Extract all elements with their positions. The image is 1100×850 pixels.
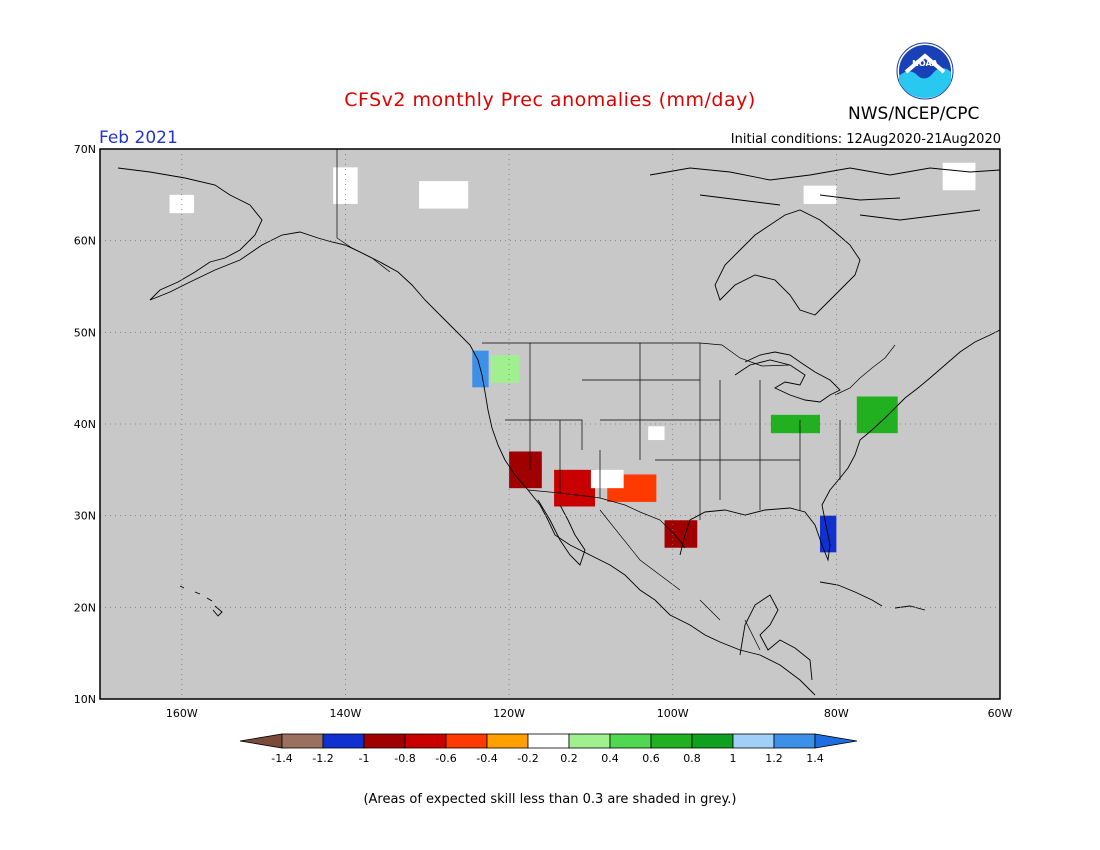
- colorbar-swatch: [691, 733, 734, 749]
- grid-layer: [100, 149, 1000, 699]
- lon-label: 120W: [493, 707, 525, 720]
- noaa-logo-text: NOAA: [912, 59, 938, 68]
- colorbar-swatch: [527, 733, 570, 749]
- gulf-east-coast: [679, 329, 1001, 562]
- yucatan-coast: [739, 594, 813, 681]
- colorbar-label: 1.2: [765, 752, 783, 765]
- lon-label: 100W: [657, 707, 689, 720]
- colorbar-label: 0.4: [601, 752, 619, 765]
- colorbar: -1.4 -1.2 -1 -0.8 -0.6 -0.4 -0.2 0.2 0.4 0.6 0.8 1 1…: [239, 733, 858, 765]
- colorbar-left-arrow: [239, 733, 283, 749]
- lon-axis: 160W 140W 120W 100W 80W 60W: [166, 707, 1013, 720]
- colorbar-label: 0.6: [642, 752, 660, 765]
- near-zero-patch: [419, 181, 469, 209]
- anomaly-region: [856, 396, 898, 434]
- us-canada-border: [482, 342, 896, 396]
- lat-label: 40N: [74, 418, 96, 431]
- map-frame: [99, 148, 1001, 700]
- arctic-islands: [649, 167, 1001, 221]
- lat-label: 30N: [74, 510, 96, 523]
- forecast-month: Feb 2021: [99, 128, 178, 148]
- border-layer: [336, 149, 896, 651]
- coastline-layer: [117, 167, 1001, 696]
- alaska-canada-border: [336, 149, 391, 273]
- near-zero-patch: [803, 185, 837, 204]
- anomaly-layer: [169, 162, 976, 553]
- hudson-bay-coast: [714, 209, 861, 316]
- colorbar-swatch: [363, 733, 406, 749]
- colorbar-label: 1.4: [806, 752, 824, 765]
- colorbar-label: -0.2: [517, 752, 538, 765]
- lon-label: 80W: [824, 707, 849, 720]
- colorbar-swatch: [486, 733, 529, 749]
- colorbar-swatch: [609, 733, 652, 749]
- lon-label: 160W: [166, 707, 198, 720]
- colorbar-label: -0.8: [394, 752, 415, 765]
- colorbar-label: -1.2: [312, 752, 333, 765]
- anomaly-region: [664, 520, 698, 548]
- anomaly-region: [509, 451, 542, 489]
- colorbar-right-arrow: [814, 733, 858, 749]
- lon-label: 140W: [330, 707, 362, 720]
- agency-label: NWS/NCEP/CPC: [848, 104, 980, 124]
- colorbar-label: -0.4: [476, 752, 497, 765]
- colorbar-swatch: [404, 733, 447, 749]
- colorbar-swatch: [281, 733, 324, 749]
- colorbar-label: -1.4: [271, 752, 292, 765]
- us-mexico-border: [527, 489, 686, 549]
- hawaii-islands: [179, 585, 223, 617]
- lat-label: 50N: [74, 326, 96, 339]
- noaa-logo: NOAA: [896, 42, 954, 100]
- baja-coast: [537, 499, 586, 566]
- colorbar-label: 1: [730, 752, 737, 765]
- lat-label: 70N: [74, 143, 96, 156]
- lat-label: 20N: [74, 601, 96, 614]
- colorbar-label: -0.6: [435, 752, 456, 765]
- near-zero-patch: [590, 469, 624, 489]
- lat-axis: 70N 60N 50N 40N 30N 20N 10N: [74, 143, 96, 706]
- colorbar-swatch: [445, 733, 488, 749]
- anomaly-region: [554, 469, 595, 507]
- near-zero-patch: [942, 162, 976, 191]
- footnote: (Areas of expected skill less than 0.3 a…: [363, 792, 737, 807]
- colorbar-swatch: [322, 733, 365, 749]
- colorbar-swatch: [650, 733, 693, 749]
- colorbar-swatch: [773, 733, 816, 749]
- lat-label: 10N: [74, 693, 96, 706]
- great-lakes: [734, 351, 841, 403]
- colorbar-label: 0.8: [683, 752, 701, 765]
- near-zero-patch: [648, 426, 665, 441]
- colorbar-label: 0.2: [560, 752, 578, 765]
- cuba-coast: [819, 581, 883, 607]
- alaska-coast: [117, 167, 816, 696]
- state-lines: [505, 343, 841, 520]
- colorbar-swatch: [732, 733, 775, 749]
- colorbar-label: -1: [359, 752, 370, 765]
- initial-conditions: Initial conditions: 12Aug2020-21Aug2020: [730, 132, 1001, 147]
- lon-label: 60W: [988, 707, 1013, 720]
- colorbar-swatch: [568, 733, 611, 749]
- mexico-states: [599, 509, 761, 651]
- anomaly-region: [490, 355, 520, 383]
- lat-label: 60N: [74, 235, 96, 248]
- map-title: CFSv2 monthly Prec anomalies (mm/day): [344, 89, 756, 111]
